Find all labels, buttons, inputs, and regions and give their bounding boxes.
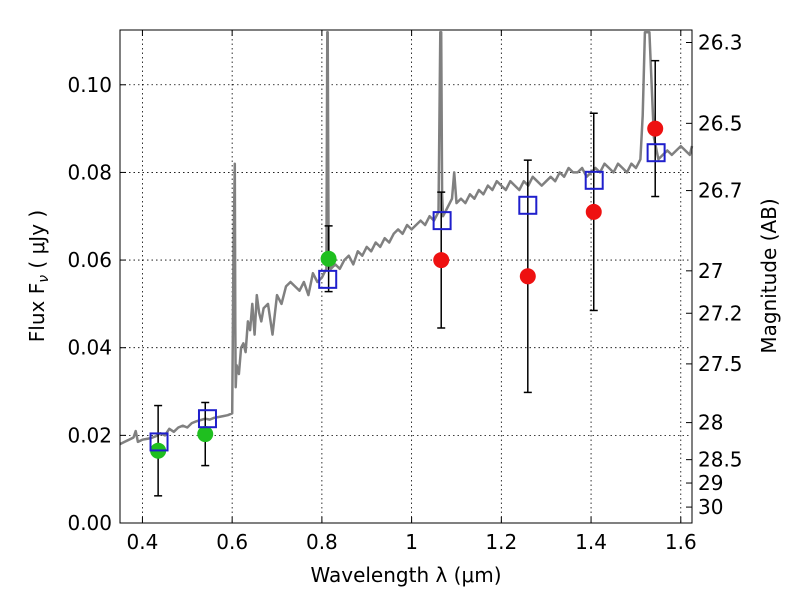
y2-tick-label: 28: [698, 411, 723, 435]
y-tick-label: 0.06: [67, 248, 112, 272]
y-tick-label: 0.04: [67, 336, 112, 360]
x-tick-label: 1: [405, 530, 418, 554]
y-axis-ticks: 0.00 0.02 0.04 0.06 0.08 0.10: [67, 73, 126, 535]
x-tick-label: 0.6: [216, 530, 248, 554]
marker-layer: [149, 120, 666, 459]
x-tick-label: 1.4: [575, 530, 607, 554]
y-tick-label: 0.10: [67, 73, 112, 97]
x-tick-label: 1.6: [665, 530, 697, 554]
x-axis-ticks: 0.4 0.6 0.8 1 1.2 1.4 1.6: [127, 30, 697, 554]
y2-tick-label: 29: [698, 471, 723, 495]
y2-tick-label: 26.3: [698, 30, 743, 54]
model-photometry-square: [584, 170, 604, 190]
model-photometry-square: [197, 409, 217, 429]
photometry-point: [519, 268, 536, 285]
model-photometry-square: [149, 432, 169, 452]
y2-tick-label: 28.5: [698, 448, 743, 472]
x-tick-label: 1.2: [485, 530, 517, 554]
photometry-point: [433, 252, 450, 269]
model-spectrum-layer: [119, 30, 694, 446]
model-photometry-square: [518, 195, 538, 215]
photometry-point: [320, 250, 337, 267]
y-tick-label: 0.08: [67, 160, 112, 184]
y-tick-label: 0.00: [67, 511, 112, 535]
y2-tick-label: 30: [698, 495, 723, 519]
y2-tick-label: 27.2: [698, 301, 743, 325]
y2-tick-label: 27: [698, 259, 723, 283]
y-axis-label-unit: ( μJy ): [25, 210, 49, 275]
photometry-point: [647, 120, 664, 137]
y-axis-label: Flux Fν ( μJy ): [25, 210, 52, 342]
x-axis-label: Wavelength λ (μm): [310, 563, 501, 587]
grid: [120, 30, 692, 524]
x-tick-label: 0.8: [306, 530, 338, 554]
y-tick-label: 0.02: [67, 423, 112, 447]
y-axis-label-main: Flux F: [25, 283, 49, 342]
y2-axis-label: Magnitude (AB): [757, 198, 781, 353]
photometry-point: [197, 426, 214, 443]
y2-tick-label: 27.5: [698, 352, 743, 376]
y-axis-label-sub: ν: [36, 275, 52, 283]
model-photometry-square: [646, 143, 666, 163]
model-photometry-square: [318, 269, 338, 289]
model-photometry-square: [432, 211, 452, 231]
y2-tick-label: 26.7: [698, 179, 743, 203]
errorbar-layer: [154, 59, 660, 497]
y2-tick-label: 26.5: [698, 111, 743, 135]
model-spectrum-line: [119, 30, 694, 446]
plot-frame: [119, 29, 693, 524]
photometry-point: [585, 203, 602, 220]
x-tick-label: 0.4: [127, 530, 159, 554]
